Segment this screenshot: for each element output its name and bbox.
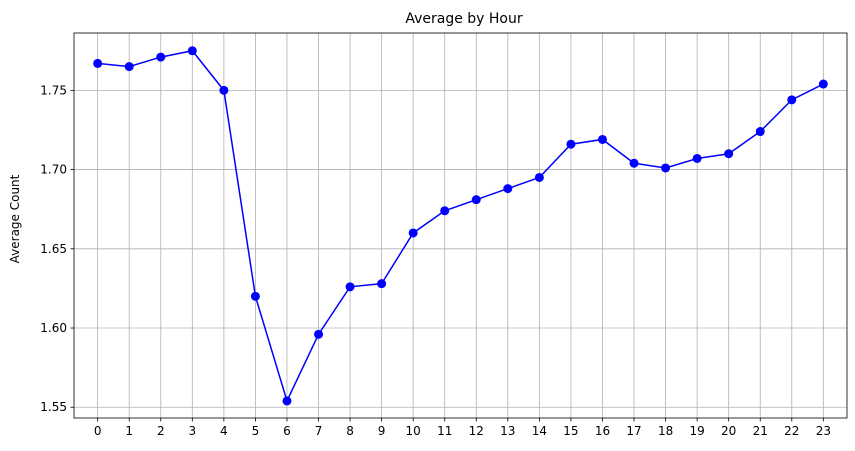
x-tick-label: 2: [157, 424, 165, 438]
grid: [74, 33, 847, 418]
data-point: [345, 282, 355, 292]
series-line: [97, 49, 824, 403]
data-point: [377, 279, 387, 289]
y-tick-label: 1.55: [40, 400, 67, 414]
x-tick-label: 21: [753, 424, 768, 438]
data-point: [471, 195, 481, 205]
data-point: [314, 329, 324, 339]
series: [93, 46, 828, 406]
x-tick-label: 0: [94, 424, 102, 438]
data-point: [787, 95, 797, 105]
x-tick-label: 9: [378, 424, 386, 438]
y-tick-label: 1.60: [40, 321, 67, 335]
y-tick-label: 1.70: [40, 163, 67, 177]
data-point: [692, 153, 702, 163]
x-tick-label: 10: [406, 424, 421, 438]
x-tick-label: 5: [252, 424, 260, 438]
x-tick-label: 11: [437, 424, 452, 438]
data-point: [219, 85, 229, 95]
data-point: [755, 127, 765, 137]
chart-title: Average by Hour: [405, 11, 523, 27]
x-tick-label: 22: [784, 424, 799, 438]
data-point: [818, 79, 828, 89]
data-point: [156, 52, 166, 62]
x-tick-label: 8: [346, 424, 354, 438]
x-tick-label: 14: [532, 424, 547, 438]
x-tick-label: 6: [283, 424, 291, 438]
x-tick-label: 18: [658, 424, 673, 438]
data-point: [503, 184, 513, 194]
x-tick-label: 1: [125, 424, 133, 438]
axes: [70, 32, 848, 422]
x-tick-label: 4: [220, 424, 228, 438]
x-tick-label: 23: [816, 424, 831, 438]
x-tick-label: 16: [595, 424, 610, 438]
x-tick-label: 3: [188, 424, 196, 438]
y-tick-label: 1.75: [40, 83, 67, 97]
x-tick-label: 19: [689, 424, 704, 438]
data-point: [408, 228, 418, 238]
x-tick-label: 7: [315, 424, 323, 438]
x-tick-label: 20: [721, 424, 736, 438]
x-tick-label: 15: [563, 424, 578, 438]
x-tick-label: 17: [626, 424, 641, 438]
data-point: [440, 206, 450, 216]
y-tick-label: 1.65: [40, 242, 67, 256]
x-tick-label: 12: [469, 424, 484, 438]
data-point: [282, 396, 292, 406]
x-tick-label: 13: [500, 424, 515, 438]
y-axis-label: Average Count: [8, 174, 22, 263]
data-point: [124, 62, 134, 72]
data-point: [534, 172, 544, 182]
data-point: [250, 291, 260, 301]
tick-labels: 0 1 2 3 4 5 6 7 8 9 10 11 12 13 14 15 16 17 18 19 20 21 22 231.…: [40, 83, 831, 438]
data-point: [661, 163, 671, 173]
data-point: [93, 58, 103, 68]
data-point: [629, 158, 639, 168]
data-point: [566, 139, 576, 149]
data-point: [187, 46, 197, 56]
plot-frame: [73, 32, 848, 419]
data-point: [724, 149, 734, 159]
data-point: [597, 134, 607, 144]
